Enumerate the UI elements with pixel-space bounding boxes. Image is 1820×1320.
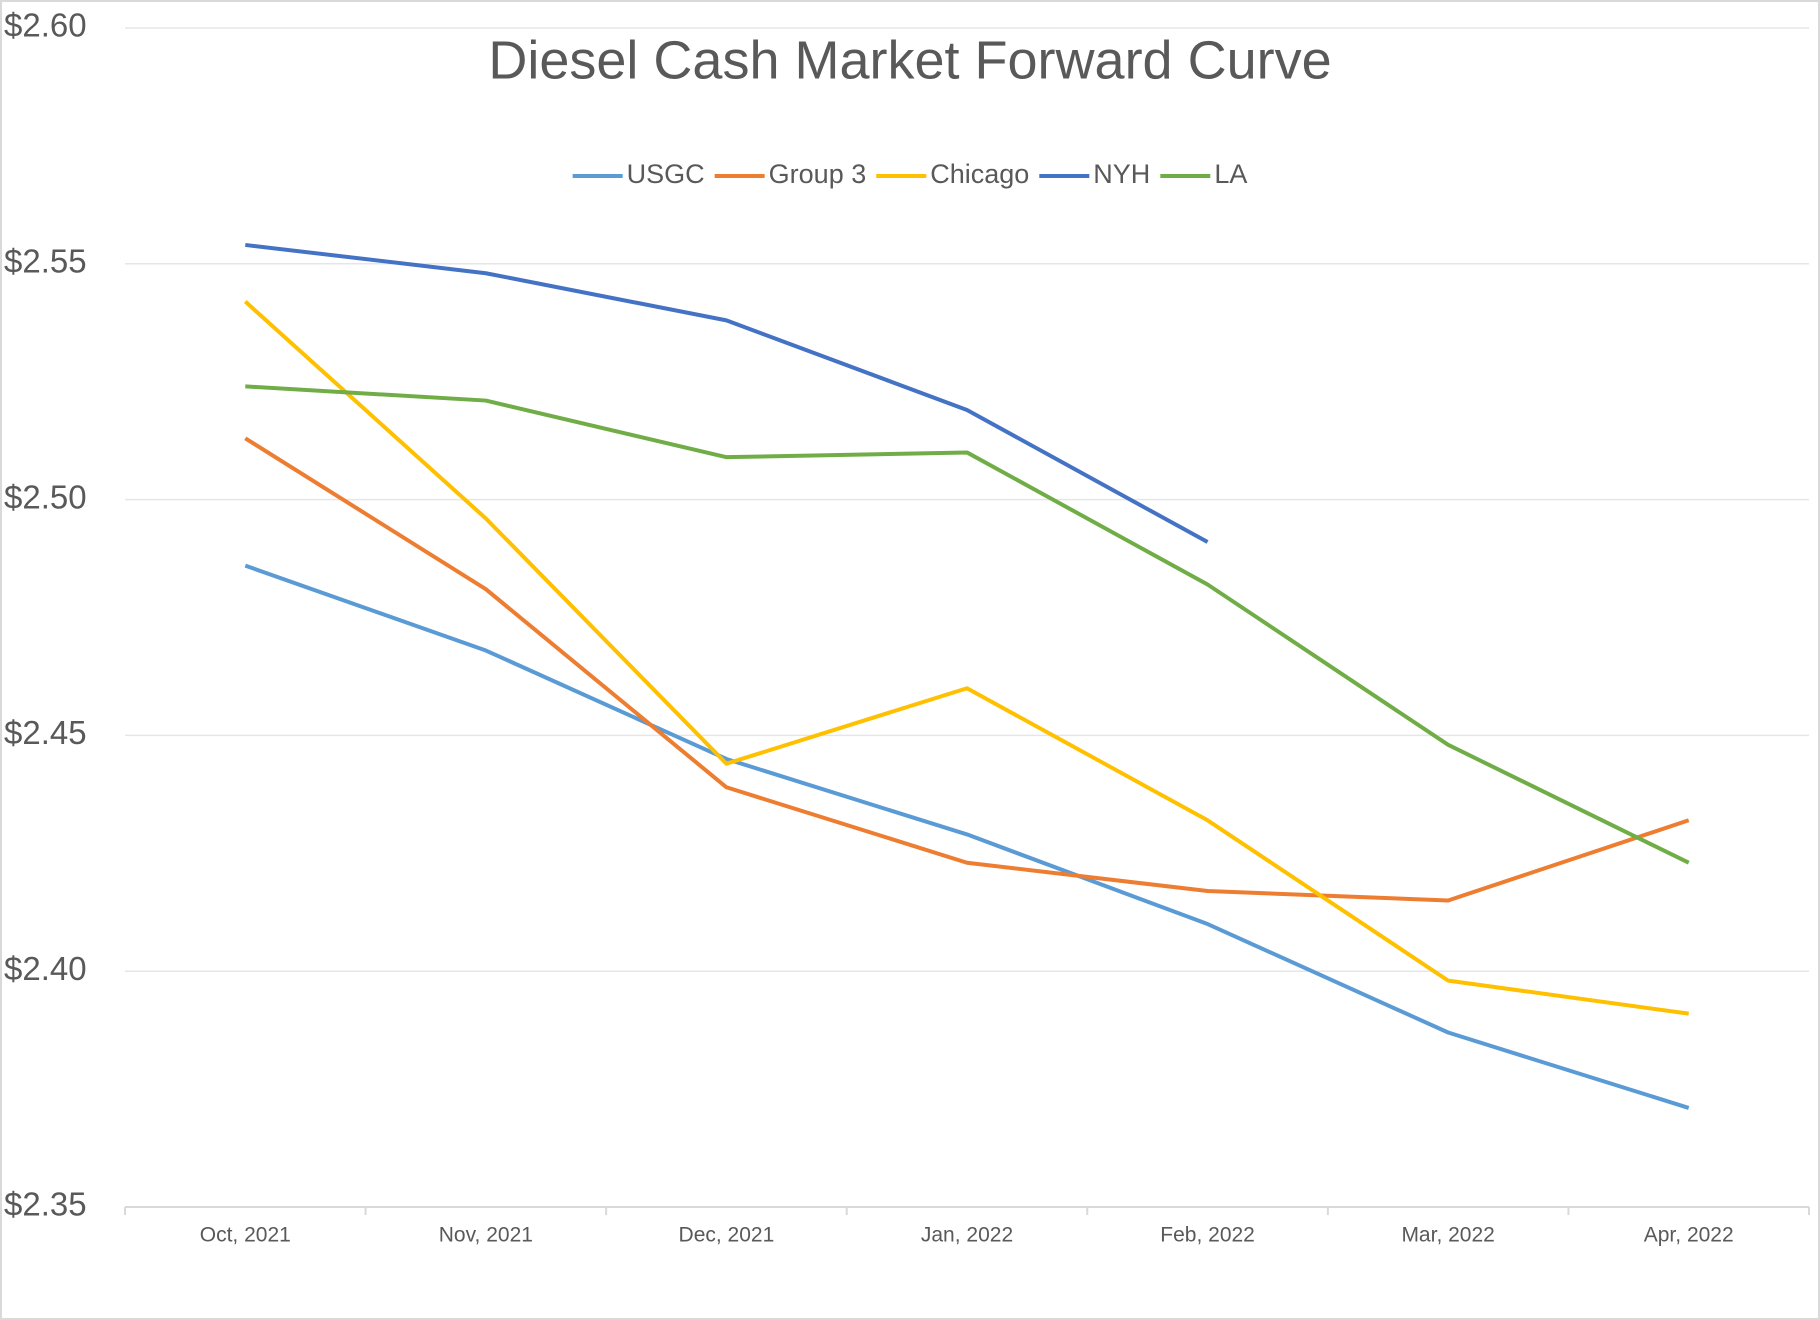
legend-label: Chicago [930,159,1029,189]
series-line [244,436,1690,903]
x-tick-label: Oct, 2021 [200,1224,291,1247]
y-tick-label: $2.45 [4,714,87,751]
legend-label: Group 3 [769,159,867,189]
legend-label: USGC [627,159,705,189]
series-line [245,384,1690,865]
chart-title: Diesel Cash Market Forward Curve [488,30,1331,90]
x-tick-label: Mar, 2022 [1401,1224,1494,1247]
series-line [245,242,1209,544]
series-line [244,563,1690,1110]
y-tick-label: $2.55 [4,243,87,280]
x-tick-label: Nov, 2021 [439,1224,533,1247]
x-tick-label: Apr, 2022 [1644,1224,1734,1247]
y-tick-label: $2.50 [4,478,87,515]
y-tick-label: $2.40 [4,950,87,987]
legend-label: LA [1214,159,1247,189]
legend-label: NYH [1093,159,1150,189]
y-tick-label: $2.35 [4,1186,87,1223]
x-tick-label: Dec, 2021 [679,1224,775,1247]
y-tick-label: $2.60 [4,7,87,44]
x-tick-label: Feb, 2022 [1160,1224,1255,1247]
x-tick-label: Jan, 2022 [921,1224,1013,1247]
series-line [243,300,1689,1016]
